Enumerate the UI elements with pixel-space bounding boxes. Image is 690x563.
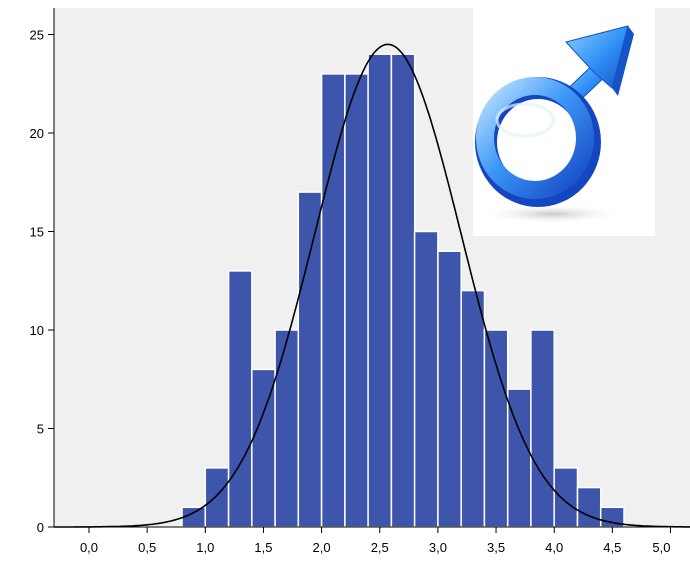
x-tick-label: 4,5 xyxy=(603,540,621,555)
y-tick-label: 20 xyxy=(30,126,44,141)
histogram-bar xyxy=(274,329,300,528)
male-symbol-image xyxy=(473,0,655,236)
x-tick-label: 0,0 xyxy=(80,540,98,555)
y-tick-label: 5 xyxy=(37,422,44,437)
histogram-bar xyxy=(460,289,486,528)
histogram-bar xyxy=(297,191,323,528)
histogram-bar xyxy=(553,467,579,528)
y-tick-label: 15 xyxy=(30,225,44,240)
histogram-bar xyxy=(437,250,462,528)
x-tick-label: 0,5 xyxy=(138,540,156,555)
histogram-bar xyxy=(367,53,393,528)
y-axis-ticks: 0 5 10 15 20 25 xyxy=(30,28,54,535)
y-tick-label: 0 xyxy=(37,520,44,535)
histogram-bar xyxy=(227,270,253,528)
x-tick-label: 5,0 xyxy=(652,540,670,555)
y-tick-label: 25 xyxy=(30,28,44,43)
x-tick-label: 2,0 xyxy=(313,540,331,555)
x-tick-label: 3,0 xyxy=(429,540,447,555)
histogram-bar xyxy=(344,73,369,528)
histogram-bar xyxy=(483,329,509,528)
histogram-bar xyxy=(530,329,555,528)
histogram-bar xyxy=(390,53,416,528)
histogram-bar xyxy=(204,467,230,528)
symbol-shadow xyxy=(478,204,626,224)
x-tick-label: 3,5 xyxy=(487,540,505,555)
x-tick-label: 2,5 xyxy=(371,540,389,555)
axes xyxy=(53,8,690,528)
normal-curve xyxy=(54,43,690,528)
histogram-bar xyxy=(413,230,439,528)
x-tick-label: 1,0 xyxy=(196,540,214,555)
x-tick-label: 1,5 xyxy=(254,540,272,555)
y-tick-label: 10 xyxy=(30,323,44,338)
x-axis-ticks: 0,0 0,5 1,0 1,5 2,0 2,5 3,0 3,5 4,0 4,5 5,0 xyxy=(80,527,671,555)
male-symbol-icon xyxy=(475,25,634,207)
histogram-bars xyxy=(181,53,625,528)
x-tick-label: 4,0 xyxy=(545,540,563,555)
histogram-bar xyxy=(576,486,602,528)
histogram-bar xyxy=(251,368,276,528)
histogram-bar xyxy=(320,73,346,528)
